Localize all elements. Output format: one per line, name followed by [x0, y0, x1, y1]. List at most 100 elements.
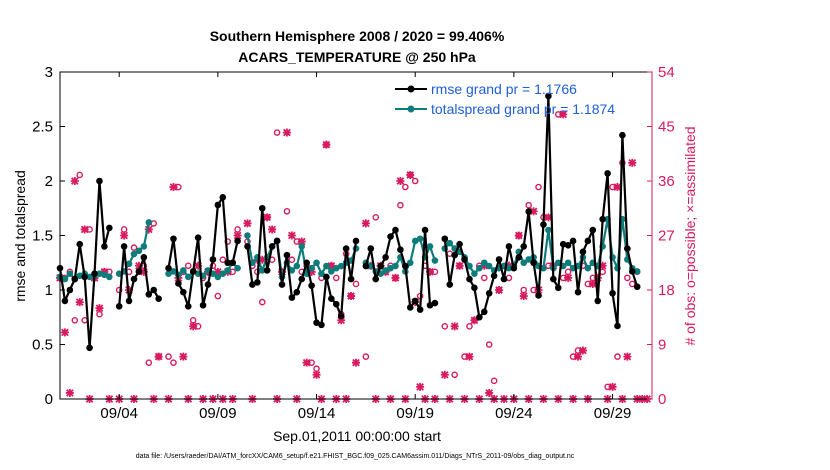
rmse-point: [485, 289, 493, 297]
rmse-point: [313, 319, 320, 327]
obs-assimilated-marker: [574, 352, 582, 361]
rmse-point: [495, 256, 503, 263]
rmse-point: [584, 237, 592, 245]
spread-point: [293, 262, 301, 270]
y-axis-right: 0 9 18 27 36 45 54: [647, 64, 675, 408]
obs-assimilated-marker: [327, 261, 336, 270]
spread-point: [298, 243, 306, 250]
spread-point: [170, 268, 177, 275]
rmse-point: [421, 226, 429, 234]
rmse-point: [441, 235, 449, 243]
rmse-point: [515, 253, 523, 261]
rmse-point: [545, 92, 552, 100]
obs-assimilated-marker: [529, 207, 538, 216]
obs-assimilated-marker: [514, 231, 523, 240]
rmse-point: [411, 297, 419, 305]
obs-possible-marker: [170, 359, 177, 366]
rmse-point: [392, 226, 399, 234]
rmse-point: [303, 259, 310, 267]
obs-assimilated-marker: [243, 219, 252, 228]
rmse-point: [461, 256, 468, 263]
obs-assimilated-marker: [588, 279, 597, 288]
obs-possible-marker: [184, 262, 192, 270]
rmse-point: [199, 301, 207, 309]
obs-possible-marker: [214, 292, 222, 300]
rmse-point: [293, 288, 301, 296]
spread-point: [328, 268, 335, 275]
spread-point: [446, 239, 454, 247]
rmse-point: [328, 295, 335, 303]
rmse-point: [145, 291, 153, 298]
obs-assimilated-marker: [179, 352, 188, 361]
spread-point: [382, 267, 389, 274]
spread-point: [313, 259, 320, 267]
y-tick-label-right: 18: [658, 282, 675, 299]
rmse-point: [184, 303, 192, 310]
spread-point: [214, 273, 222, 281]
obs-assimilated-marker: [194, 261, 203, 270]
x-tick-label: 09/14: [298, 405, 336, 422]
y-axis-left: 0 0.5 1 1.5 2 2.5 3: [32, 64, 65, 408]
y-tick-label-left: 0: [45, 391, 53, 408]
obs-assimilated-marker: [559, 110, 568, 119]
rmse-point: [387, 233, 394, 240]
rmse-point: [76, 240, 84, 248]
obs-assimilated-marker: [95, 304, 104, 313]
obs-possible-marker: [451, 371, 458, 379]
rmse-point: [155, 295, 162, 303]
rmse-point: [258, 204, 266, 212]
rmse-point: [446, 281, 454, 288]
spread-point: [96, 270, 103, 277]
spread-point: [180, 267, 187, 274]
rmse-point: [283, 251, 291, 259]
obs-possible-marker: [76, 171, 84, 179]
obs-possible-marker: [145, 359, 153, 366]
obs-assimilated-marker: [312, 370, 321, 379]
obs-assimilated-marker: [268, 225, 277, 234]
rmse-point: [81, 273, 88, 281]
obs-assimilated-marker: [544, 213, 553, 222]
rmse-point: [589, 226, 597, 234]
obs-assimilated-marker: [578, 346, 587, 355]
rmse-point: [367, 245, 375, 252]
obs-possible-marker: [490, 377, 498, 385]
legend-rmse-marker: [407, 85, 415, 93]
rmse-point: [451, 251, 458, 259]
obs-assimilated-marker: [470, 316, 479, 325]
x-axis: 09/04 09/09 09/14 09/19 09/24 09/29: [100, 72, 631, 422]
rmse-point: [219, 194, 227, 201]
rmse-point: [540, 221, 547, 228]
rmse-point: [249, 281, 256, 288]
legend-rmse-label: rmse grand pr = 1.1766: [431, 81, 577, 97]
obs-assimilated-marker: [396, 177, 405, 185]
rmse-point: [574, 288, 582, 296]
rmse-point: [520, 243, 528, 250]
obs-assimilated-marker: [598, 261, 607, 270]
spread-point: [431, 257, 439, 264]
obs-possible-marker: [352, 280, 360, 288]
obs-possible-marker: [397, 201, 404, 209]
x-tick-label: 09/04: [100, 405, 138, 422]
rmse-point: [268, 243, 276, 250]
rmse-point: [505, 243, 513, 250]
rmse-point: [619, 131, 626, 139]
obs-possible-marker: [372, 214, 380, 221]
spread-point: [101, 271, 108, 279]
rmse-point: [125, 297, 133, 305]
spread-point: [545, 226, 552, 234]
spread-point: [86, 273, 93, 281]
obs-assimilated-marker: [144, 225, 153, 234]
obs-possible-marker: [288, 256, 296, 264]
rmse-point: [323, 273, 330, 281]
rmse-point: [569, 237, 577, 245]
rmse-point: [352, 237, 360, 245]
obs-possible-marker: [402, 183, 409, 191]
rmse-point: [614, 322, 621, 330]
spread-point: [288, 267, 296, 274]
obs-assimilated-marker: [391, 273, 400, 282]
obs-assimilated-marker: [613, 183, 622, 192]
rmse-point: [224, 259, 232, 267]
obs-assimilated-marker: [623, 352, 632, 361]
rmse-point: [624, 245, 631, 252]
rmse-point: [273, 237, 281, 245]
